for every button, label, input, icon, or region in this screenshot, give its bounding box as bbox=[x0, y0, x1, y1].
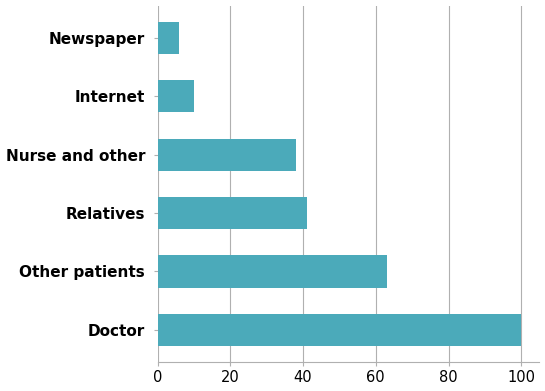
Bar bbox=[158, 80, 194, 112]
Bar bbox=[158, 314, 521, 346]
Bar bbox=[158, 138, 296, 171]
Bar bbox=[158, 197, 307, 229]
Bar bbox=[158, 22, 179, 54]
Bar bbox=[158, 255, 387, 287]
